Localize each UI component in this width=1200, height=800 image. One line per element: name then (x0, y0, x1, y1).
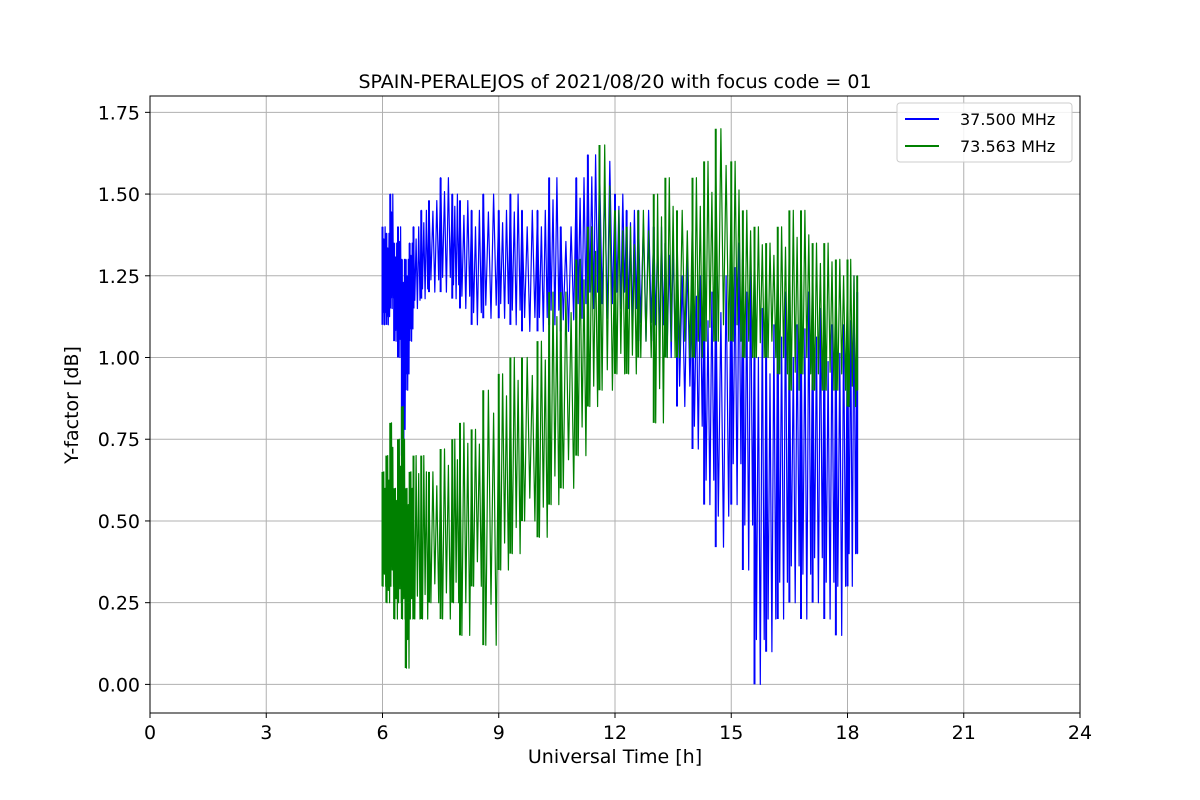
x-tick-label: 24 (1068, 722, 1092, 744)
y-tick-label: 0.00 (98, 674, 140, 696)
x-tick-label: 15 (719, 722, 743, 744)
y-tick-label: 0.25 (98, 593, 140, 615)
y-tick-label: 0.50 (98, 511, 140, 533)
x-tick-label: 3 (260, 722, 272, 744)
x-axis-label: Universal Time [h] (528, 746, 702, 768)
x-tick-label: 9 (493, 722, 505, 744)
legend-box (896, 102, 1073, 163)
series-layer (381, 128, 859, 685)
legend-label-2: 73.563 MHz (960, 137, 1055, 156)
x-axis: 0 3 6 9 12 15 18 21 24 (144, 713, 1092, 744)
y-tick-label: 1.75 (98, 102, 140, 124)
x-tick-label: 12 (603, 722, 627, 744)
chart-title: SPAIN-PERALEJOS of 2021/08/20 with focus… (358, 71, 871, 93)
x-tick-label: 0 (144, 722, 156, 744)
y-axis: 0.00 0.25 0.50 0.75 1.00 1.25 1.50 1.75 (98, 102, 150, 696)
grid (149, 96, 1081, 713)
y-tick-label: 1.25 (98, 266, 140, 288)
y-axis-label: Y-factor [dB] (61, 346, 83, 465)
y-tick-label: 1.50 (98, 184, 140, 206)
x-tick-label: 6 (376, 722, 388, 744)
series-line-1 (381, 154, 858, 685)
y-tick-label: 1.00 (98, 348, 140, 370)
legend: 37.500 MHz 73.563 MHz (896, 102, 1073, 163)
x-tick-label: 18 (835, 722, 859, 744)
y-tick-label: 0.75 (98, 429, 140, 451)
x-tick-label: 21 (952, 722, 976, 744)
legend-label-1: 37.500 MHz (960, 110, 1055, 129)
